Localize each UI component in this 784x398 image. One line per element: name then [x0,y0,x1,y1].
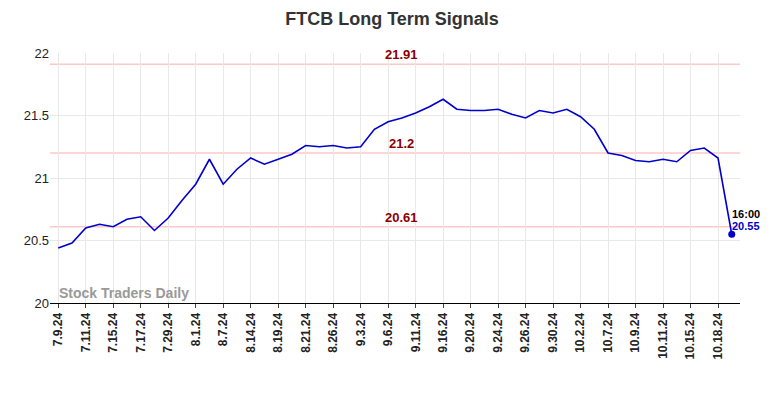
svg-text:10.11.24: 10.11.24 [656,312,670,358]
svg-text:8.19.24: 8.19.24 [271,312,285,352]
svg-text:10.7.24: 10.7.24 [601,312,615,352]
svg-text:9.26.24: 9.26.24 [518,312,532,352]
svg-text:Stock Traders Daily: Stock Traders Daily [59,285,189,301]
svg-text:20.5: 20.5 [24,233,49,248]
svg-text:21.91: 21.91 [385,47,418,62]
svg-text:7.29.24: 7.29.24 [161,312,175,352]
svg-text:10.18.24: 10.18.24 [711,312,725,359]
svg-text:8.14.24: 8.14.24 [244,312,258,352]
svg-text:9.16.24: 9.16.24 [436,312,450,352]
svg-text:21: 21 [35,171,49,186]
svg-text:9.24.24: 9.24.24 [491,312,505,352]
svg-text:9.6.24: 9.6.24 [381,312,395,346]
svg-text:8.1.24: 8.1.24 [189,312,203,346]
svg-text:8.21.24: 8.21.24 [299,312,313,352]
svg-text:7.17.24: 7.17.24 [134,312,148,352]
svg-text:16:00: 16:00 [732,208,760,220]
svg-text:20: 20 [35,296,49,311]
svg-text:10.9.24: 10.9.24 [628,312,642,352]
svg-text:10.15.24: 10.15.24 [683,312,697,359]
svg-text:7.9.24: 7.9.24 [51,312,65,346]
svg-text:8.7.24: 8.7.24 [216,312,230,346]
svg-text:7.15.24: 7.15.24 [106,312,120,352]
svg-text:9.3.24: 9.3.24 [354,312,368,346]
svg-text:FTCB Long Term Signals: FTCB Long Term Signals [285,9,499,29]
svg-text:7.11.24: 7.11.24 [79,312,93,352]
svg-text:9.11.24: 9.11.24 [409,312,423,352]
svg-text:20.61: 20.61 [385,210,418,225]
svg-text:9.20.24: 9.20.24 [464,312,478,352]
svg-text:9.30.24: 9.30.24 [546,312,560,352]
svg-text:8.26.24: 8.26.24 [326,312,340,352]
svg-text:21.2: 21.2 [389,136,414,151]
svg-text:20.55: 20.55 [732,220,760,232]
svg-text:10.2.24: 10.2.24 [573,312,587,352]
svg-text:21.5: 21.5 [24,108,49,123]
svg-text:22: 22 [35,46,49,61]
